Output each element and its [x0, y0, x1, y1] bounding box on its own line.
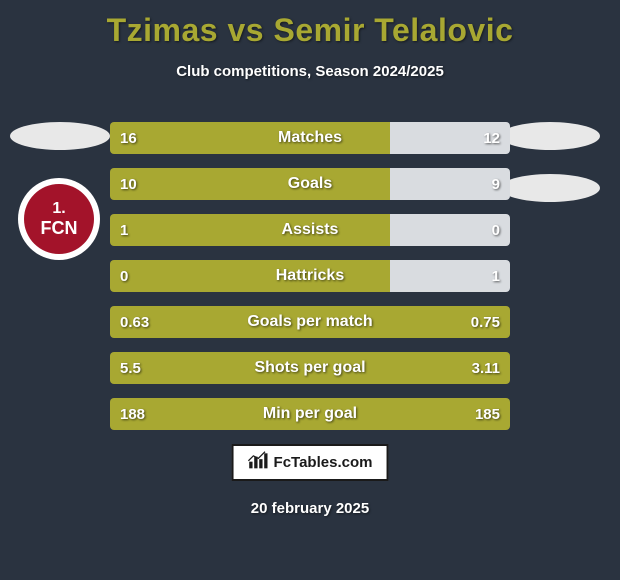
- club-badge-top-text: 1.: [52, 201, 65, 217]
- stat-label: Hattricks: [110, 260, 510, 292]
- page-title: Tzimas vs Semir Telalovic: [0, 0, 620, 49]
- stat-row: 188185Min per goal: [110, 398, 510, 430]
- stat-label: Goals per match: [110, 306, 510, 338]
- club-badge-left: 1. FCN: [18, 178, 100, 260]
- stats-container: 1612Matches 109Goals 10Assists 01Hattricks 0…: [110, 122, 510, 444]
- stat-label: Goals: [110, 168, 510, 200]
- stat-row: 109Goals: [110, 168, 510, 200]
- stat-label: Assists: [110, 214, 510, 246]
- stat-row: 1612Matches: [110, 122, 510, 154]
- stat-row: 5.53.11Shots per goal: [110, 352, 510, 384]
- avatar-placeholder-oval: [500, 174, 600, 202]
- stat-row: 01Hattricks: [110, 260, 510, 292]
- stat-row: 10Assists: [110, 214, 510, 246]
- branding-box: FcTables.com: [232, 444, 389, 481]
- player-right-avatar-2: [500, 174, 600, 202]
- avatar-placeholder-oval: [500, 122, 600, 150]
- player-right-avatar-1: [500, 122, 600, 150]
- avatar-placeholder-oval: [10, 122, 110, 150]
- page-subtitle: Club competitions, Season 2024/2025: [0, 63, 620, 80]
- club-badge-inner: 1. FCN: [24, 184, 94, 254]
- branding-text: FcTables.com: [274, 454, 373, 471]
- stat-label: Matches: [110, 122, 510, 154]
- stat-row: 0.630.75Goals per match: [110, 306, 510, 338]
- bar-chart-icon: [248, 450, 268, 475]
- footer-date: 20 february 2025: [0, 500, 620, 517]
- player-left-avatar: [10, 122, 110, 150]
- club-badge-bottom-text: FCN: [41, 219, 78, 237]
- stat-label: Min per goal: [110, 398, 510, 430]
- stat-label: Shots per goal: [110, 352, 510, 384]
